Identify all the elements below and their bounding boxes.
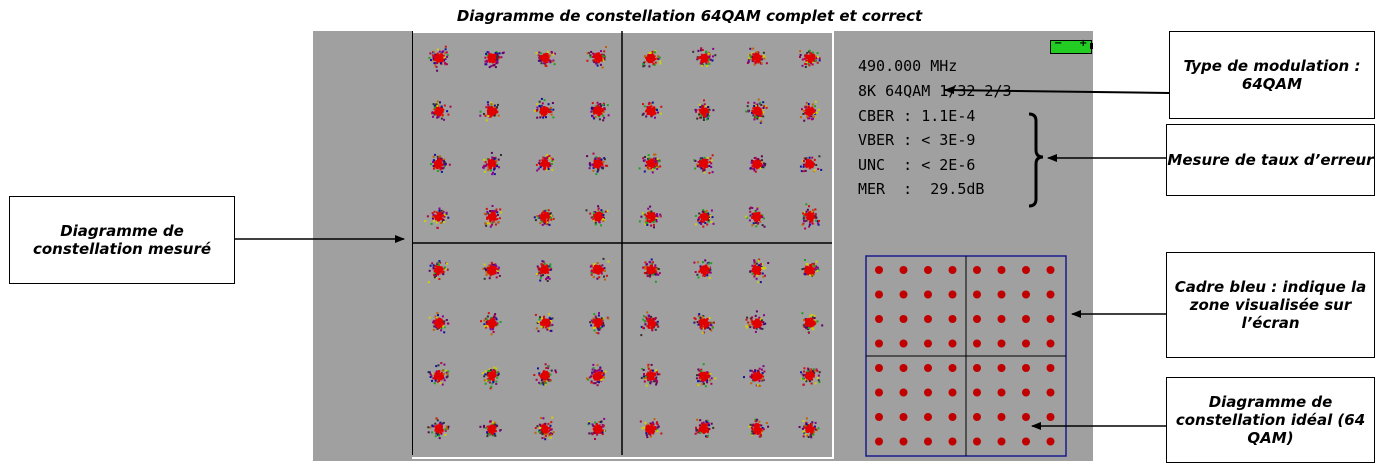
ideal-point bbox=[997, 437, 1006, 446]
battery-plus-icon: + bbox=[1079, 38, 1088, 49]
ideal-point bbox=[875, 413, 883, 421]
ideal-point bbox=[948, 388, 957, 397]
ideal-point bbox=[997, 413, 1006, 421]
ideal-point bbox=[875, 364, 883, 372]
ideal-point bbox=[973, 315, 981, 323]
ideal-point bbox=[1022, 388, 1030, 397]
ideal-point bbox=[973, 388, 981, 397]
ideal-constellation bbox=[865, 255, 1067, 457]
ideal-point bbox=[973, 413, 981, 421]
ideal-point bbox=[875, 290, 883, 299]
ideal-point bbox=[924, 339, 932, 348]
ideal-point bbox=[973, 266, 981, 274]
measured-area-border bbox=[412, 31, 834, 459]
callout-ideal: Diagramme de constellation idéal (64 QAM… bbox=[1166, 377, 1375, 463]
ideal-point bbox=[997, 364, 1006, 372]
ideal-point bbox=[875, 315, 883, 323]
ideal-point bbox=[875, 437, 883, 446]
ideal-point bbox=[899, 266, 908, 274]
ideal-point bbox=[924, 364, 932, 372]
ideal-point bbox=[1046, 388, 1055, 397]
ideal-point bbox=[899, 339, 908, 348]
ideal-point bbox=[973, 437, 981, 446]
ideal-point bbox=[948, 339, 957, 348]
ideal-point bbox=[1046, 437, 1055, 446]
unc-readout: UNC : < 2E-6 bbox=[858, 156, 976, 174]
ideal-point bbox=[899, 315, 908, 323]
cber-readout: CBER : 1.1E-4 bbox=[858, 107, 976, 125]
ideal-point bbox=[997, 290, 1006, 299]
ideal-point bbox=[1022, 364, 1030, 372]
ideal-point bbox=[1022, 315, 1030, 323]
ideal-point bbox=[973, 290, 981, 299]
ideal-point bbox=[875, 266, 883, 274]
ideal-point bbox=[948, 437, 957, 446]
arrow-modulation bbox=[944, 86, 1170, 95]
ideal-point bbox=[924, 315, 932, 323]
ideal-point bbox=[899, 364, 908, 372]
ideal-point bbox=[875, 339, 883, 348]
ideal-point bbox=[948, 413, 957, 421]
ideal-point bbox=[924, 437, 932, 446]
ideal-point bbox=[899, 413, 908, 421]
ideal-point bbox=[948, 290, 957, 299]
ideal-point bbox=[1046, 266, 1055, 274]
ideal-point bbox=[1022, 339, 1030, 348]
error-rate-brace bbox=[1028, 112, 1044, 208]
analyzer-screen bbox=[313, 31, 1093, 461]
ideal-point bbox=[1022, 437, 1030, 446]
ideal-point bbox=[973, 364, 981, 372]
ideal-point bbox=[1046, 339, 1055, 348]
ideal-point bbox=[1022, 290, 1030, 299]
ideal-point bbox=[899, 437, 908, 446]
frequency-readout: 490.000 MHz bbox=[858, 57, 958, 75]
vber-readout: VBER : < 3E-9 bbox=[858, 131, 976, 149]
ideal-point bbox=[1046, 364, 1055, 372]
ideal-point bbox=[1022, 266, 1030, 274]
ideal-point bbox=[948, 266, 957, 274]
mer-readout: MER : 29.5dB bbox=[858, 180, 985, 198]
ideal-point bbox=[973, 339, 981, 348]
ideal-point bbox=[997, 388, 1006, 397]
callout-modulation: Type de modulation : 64QAM bbox=[1169, 31, 1375, 119]
battery-tip bbox=[1090, 43, 1093, 49]
ideal-point bbox=[1046, 315, 1055, 323]
ideal-point bbox=[899, 388, 908, 397]
measured-constellation bbox=[412, 31, 832, 455]
ideal-point bbox=[997, 266, 1006, 274]
ideal-point bbox=[875, 388, 883, 397]
ideal-point bbox=[924, 413, 932, 421]
ideal-point bbox=[997, 339, 1006, 348]
ideal-point bbox=[1046, 413, 1055, 421]
callout-blue-frame: Cadre bleu : indique la zone visualisée … bbox=[1166, 252, 1375, 358]
ideal-point bbox=[924, 388, 932, 397]
ideal-point bbox=[1022, 413, 1030, 421]
figure-title: Diagramme de constellation 64QAM complet… bbox=[456, 7, 923, 25]
ideal-point bbox=[899, 290, 908, 299]
ideal-point bbox=[997, 315, 1006, 323]
ideal-point bbox=[924, 266, 932, 274]
ideal-point bbox=[1046, 290, 1055, 299]
ideal-point bbox=[924, 290, 932, 299]
battery-minus-icon: − bbox=[1054, 38, 1063, 49]
ideal-point bbox=[948, 315, 957, 323]
callout-error-rate: Mesure de taux d’erreur bbox=[1166, 124, 1375, 196]
ideal-point bbox=[948, 364, 957, 372]
callout-measured: Diagramme de constellation mesuré bbox=[9, 196, 235, 284]
